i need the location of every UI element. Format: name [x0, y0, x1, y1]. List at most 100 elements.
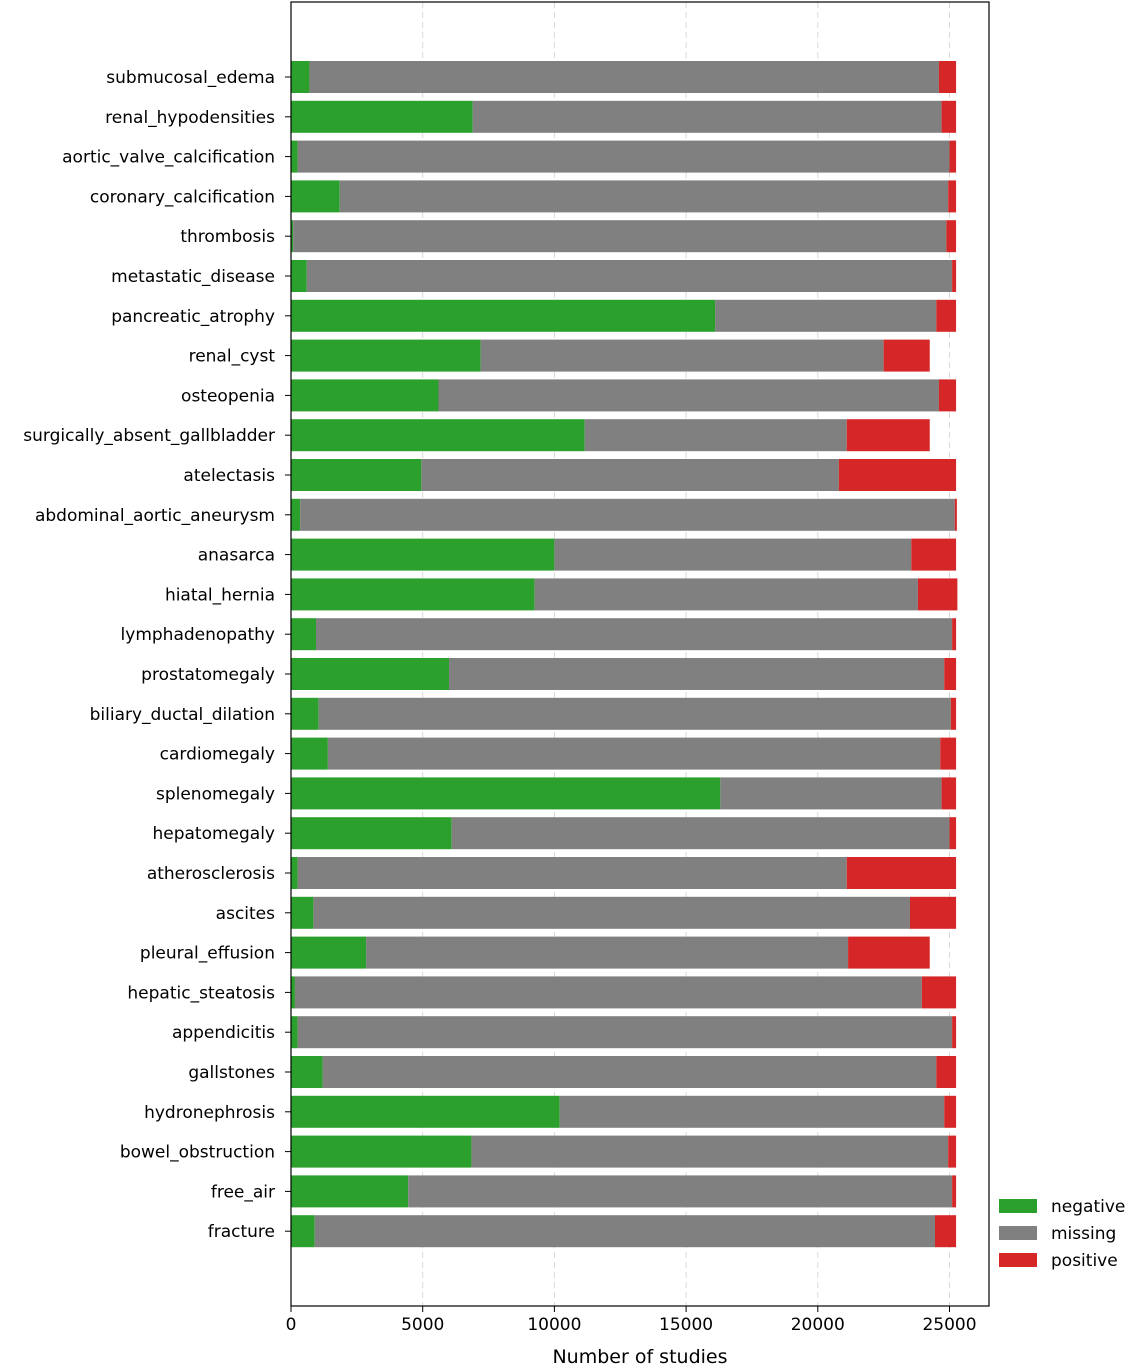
bar-missing-appendicitis	[297, 1016, 953, 1049]
bar-missing-hiatal-hernia	[534, 578, 918, 611]
bar-positive-ascites	[909, 896, 957, 929]
bar-missing-pleural-effusion	[366, 936, 849, 969]
bar-positive-atelectasis	[838, 459, 957, 491]
bar-negative-coronary-calcification	[291, 180, 340, 213]
bar-missing-submucosal-edema	[309, 61, 939, 93]
bar-missing-hepatic-steatosis	[294, 976, 922, 1009]
bar-positive-fracture	[935, 1215, 957, 1248]
bar-missing-biliary-ductal-dilation	[318, 697, 951, 730]
bar-positive-aortic-valve-calcification	[949, 140, 957, 173]
bar-positive-metastatic-disease	[952, 260, 957, 292]
legend-label-positive: positive	[1051, 1251, 1118, 1271]
x-tick-label: 0	[286, 1315, 297, 1335]
bar-missing-fracture	[314, 1215, 936, 1248]
bar-positive-biliary-ductal-dilation	[950, 697, 957, 730]
bar-missing-hydronephrosis	[559, 1095, 945, 1128]
x-tick-label: 5000	[401, 1315, 444, 1335]
bar-missing-metastatic-disease	[306, 260, 953, 292]
x-tick-label: 25000	[922, 1315, 976, 1335]
bar-positive-renal-hypodensities	[941, 100, 957, 133]
category-label: osteopenia	[181, 386, 275, 406]
bar-negative-prostatomegaly	[291, 658, 450, 690]
legend-swatch-positive	[999, 1253, 1037, 1267]
bar-missing-atelectasis	[421, 459, 839, 491]
bar-missing-ascites	[313, 896, 910, 929]
category-label: atelectasis	[183, 466, 275, 486]
category-label: appendicitis	[172, 1023, 275, 1043]
bar-missing-lymphadenopathy	[316, 618, 953, 651]
bar-missing-prostatomegaly	[449, 658, 945, 690]
bar-positive-appendicitis	[952, 1016, 957, 1049]
bar-positive-anasarca	[911, 538, 957, 571]
category-label: hiatal_hernia	[165, 585, 275, 605]
category-label: bowel_obstruction	[120, 1143, 275, 1163]
bar-positive-thrombosis	[946, 220, 957, 253]
category-label: free_air	[211, 1182, 275, 1202]
bar-negative-renal-cyst	[291, 339, 481, 372]
category-label: coronary_calcification	[90, 187, 275, 207]
category-label: prostatomegaly	[141, 665, 275, 685]
legend: negative missing positive	[999, 1197, 1125, 1271]
category-label: ascites	[216, 904, 275, 924]
x-tick-label: 20000	[791, 1315, 845, 1335]
bar-negative-splenomegaly	[291, 777, 721, 810]
category-label: submucosal_edema	[106, 68, 275, 88]
x-tick-label: 10000	[527, 1315, 581, 1335]
bar-positive-free-air	[952, 1175, 957, 1208]
bar-negative-biliary-ductal-dilation	[291, 697, 319, 730]
category-label: anasarca	[198, 546, 275, 566]
bar-negative-hydronephrosis	[291, 1095, 560, 1128]
bar-positive-hiatal-hernia	[917, 578, 958, 611]
category-label: renal_cyst	[189, 347, 276, 367]
category-label: metastatic_disease	[111, 267, 275, 287]
category-label: atherosclerosis	[147, 864, 275, 884]
bar-missing-atherosclerosis	[297, 857, 847, 889]
bar-missing-renal-cyst	[480, 339, 884, 372]
bar-negative-cardiomegaly	[291, 737, 328, 770]
bar-negative-pleural-effusion	[291, 936, 367, 969]
x-tick-label: 15000	[659, 1315, 713, 1335]
legend-label-negative: negative	[1051, 1197, 1125, 1217]
bar-missing-cardiomegaly	[327, 737, 941, 770]
bars-layer	[291, 61, 958, 1248]
category-label: pleural_effusion	[140, 944, 275, 964]
bar-positive-pleural-effusion	[848, 936, 930, 969]
bar-negative-renal-hypodensities	[291, 100, 473, 133]
bar-positive-osteopenia	[938, 379, 957, 412]
bar-negative-appendicitis	[291, 1016, 298, 1049]
bar-negative-aortic-valve-calcification	[291, 140, 298, 173]
bar-missing-pancreatic-atrophy	[715, 299, 937, 332]
bar-missing-hepatomegaly	[451, 817, 950, 850]
bar-positive-atherosclerosis	[846, 857, 957, 889]
category-label: gallstones	[188, 1063, 275, 1083]
bar-negative-lymphadenopathy	[291, 618, 317, 651]
category-label: biliary_ductal_dilation	[90, 705, 275, 725]
category-axis: submucosal_edema renal_hypodensitiesaorti…	[23, 68, 291, 1242]
bar-positive-hydronephrosis	[944, 1095, 957, 1128]
bar-positive-pancreatic-atrophy	[936, 299, 957, 332]
bar-missing-surgically-absent-gallbladder	[584, 419, 847, 452]
legend-label-missing: missing	[1051, 1224, 1116, 1244]
bar-negative-bowel-obstruction	[291, 1135, 472, 1168]
bar-positive-lymphadenopathy	[952, 618, 957, 651]
bar-missing-free-air	[408, 1175, 953, 1208]
x-axis-title: Number of studies	[552, 1346, 727, 1368]
bar-positive-gallstones	[936, 1056, 957, 1088]
bar-missing-gallstones	[322, 1056, 937, 1088]
bar-negative-surgically-absent-gallbladder	[291, 419, 585, 452]
legend-swatch-negative	[999, 1199, 1037, 1213]
category-label: thrombosis	[180, 227, 275, 247]
legend-swatch-missing	[999, 1226, 1037, 1240]
category-label: abdominal_aortic_aneurysm	[35, 506, 275, 526]
bar-positive-cardiomegaly	[940, 737, 957, 770]
bar-missing-renal-hypodensities	[472, 100, 942, 133]
bar-positive-submucosal-edema	[938, 61, 957, 93]
bar-positive-renal-cyst	[883, 339, 930, 372]
bar-negative-anasarca	[291, 538, 555, 571]
category-label: aortic_valve_calcification	[62, 148, 275, 168]
bar-positive-splenomegaly	[941, 777, 957, 810]
bar-negative-gallstones	[291, 1056, 323, 1088]
bar-missing-coronary-calcification	[339, 180, 949, 213]
grid-layer	[422, 2, 950, 1306]
bar-positive-abdominal-aortic-aneurysm	[954, 498, 957, 531]
